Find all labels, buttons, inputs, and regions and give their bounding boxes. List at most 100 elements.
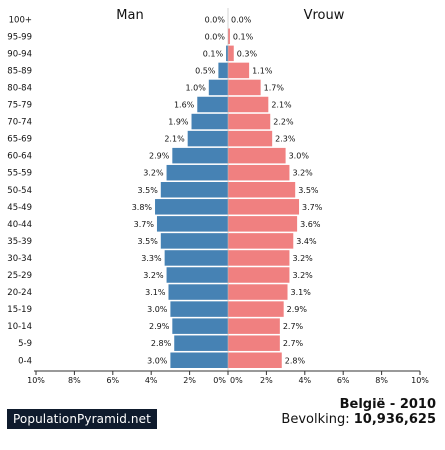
value-label-vrouw: 0.0% xyxy=(231,15,252,24)
population-pyramid-chart: Man Vrouw 0-4 3.0% 2.8% 5-9 2.8% 2.7% 10-14 2.9% 2… xyxy=(7,8,429,385)
bar-vrouw-20-24 xyxy=(228,284,288,300)
bar-man-85-89 xyxy=(218,62,228,79)
bar-man-20-24 xyxy=(168,284,228,300)
bar-man-5-9 xyxy=(174,335,228,351)
age-label: 100+ xyxy=(9,15,32,25)
age-label: 85-89 xyxy=(7,66,32,76)
value-label-man: 0.1% xyxy=(203,49,224,58)
age-label: 25-29 xyxy=(7,271,32,281)
bar-man-15-19 xyxy=(170,301,228,317)
x-tick-label: 0% xyxy=(213,376,226,385)
value-label-vrouw: 0.3% xyxy=(237,49,258,58)
x-tick-label: 2% xyxy=(260,376,273,385)
x-tick-label: 10% xyxy=(27,376,45,385)
value-label-man: 3.3% xyxy=(141,254,162,263)
bar-vrouw-50-54 xyxy=(228,182,296,198)
age-label: 15-19 xyxy=(7,305,32,315)
value-label-vrouw: 0.1% xyxy=(233,32,254,41)
age-label: 95-99 xyxy=(7,32,32,42)
value-label-vrouw: 3.6% xyxy=(300,220,321,229)
bar-man-45-49 xyxy=(155,199,228,215)
value-label-man: 1.6% xyxy=(174,101,195,110)
value-label-vrouw: 1.1% xyxy=(252,66,273,75)
value-label-man: 3.2% xyxy=(143,169,164,178)
bar-vrouw-75-79 xyxy=(228,96,269,113)
bar-vrouw-25-29 xyxy=(228,267,290,283)
bar-man-0-4 xyxy=(170,352,228,368)
value-label-vrouw: 3.2% xyxy=(292,169,313,178)
value-label-vrouw: 3.2% xyxy=(292,254,313,263)
age-label: 40-44 xyxy=(7,220,32,230)
value-label-man: 3.8% xyxy=(132,203,153,212)
age-label: 5-9 xyxy=(18,339,32,349)
bar-vrouw-0-4 xyxy=(228,352,282,368)
brand-badge[interactable]: PopulationPyramid.net xyxy=(7,409,157,429)
x-tick-label: 4% xyxy=(145,376,158,385)
bar-man-75-79 xyxy=(197,96,228,113)
x-tick-label: 0% xyxy=(230,376,243,385)
age-label: 0-4 xyxy=(18,356,32,366)
value-label-man: 2.1% xyxy=(164,135,185,144)
x-tick-label: 4% xyxy=(298,376,311,385)
value-label-vrouw: 2.3% xyxy=(275,135,296,144)
country-year-title: België - 2010 xyxy=(339,397,436,412)
bar-man-40-44 xyxy=(156,216,228,232)
age-label: 75-79 xyxy=(7,101,32,111)
bar-vrouw-80-84 xyxy=(228,79,261,96)
bar-vrouw-15-19 xyxy=(228,301,284,317)
value-label-vrouw: 2.1% xyxy=(271,101,292,110)
value-label-man: 3.1% xyxy=(145,288,166,297)
value-label-man: 3.5% xyxy=(137,186,158,195)
value-label-vrouw: 3.2% xyxy=(292,271,313,280)
value-label-vrouw: 2.7% xyxy=(283,339,304,348)
age-label: 65-69 xyxy=(7,135,32,145)
value-label-man: 1.0% xyxy=(185,83,206,92)
age-label: 45-49 xyxy=(7,203,32,213)
value-label-man: 2.8% xyxy=(151,339,172,348)
value-label-vrouw: 2.9% xyxy=(287,305,308,314)
bar-vrouw-65-69 xyxy=(228,130,273,147)
value-label-man: 0.5% xyxy=(195,66,216,75)
population-value: 10,936,625 xyxy=(353,412,436,427)
x-tick-label: 8% xyxy=(375,376,388,385)
value-label-man: 3.0% xyxy=(147,305,168,314)
bar-man-60-64 xyxy=(172,147,228,164)
population-total: Bevolking: 10,936,625 xyxy=(281,412,436,427)
value-label-man: 3.0% xyxy=(147,356,168,365)
bar-man-10-14 xyxy=(172,318,228,334)
age-label: 35-39 xyxy=(7,237,32,247)
bar-vrouw-30-34 xyxy=(228,250,290,266)
x-tick-label: 8% xyxy=(68,376,81,385)
vrouw-header: Vrouw xyxy=(304,8,345,23)
x-tick-label: 6% xyxy=(106,376,119,385)
age-label: 55-59 xyxy=(7,169,32,179)
value-label-vrouw: 2.8% xyxy=(285,356,306,365)
value-label-vrouw: 2.7% xyxy=(283,322,304,331)
value-label-man: 3.5% xyxy=(137,237,158,246)
value-label-vrouw: 3.5% xyxy=(298,186,319,195)
age-label: 70-74 xyxy=(7,118,32,128)
value-label-man: 1.9% xyxy=(168,118,189,127)
bar-vrouw-45-49 xyxy=(228,199,300,215)
age-label: 20-24 xyxy=(7,288,32,298)
bar-vrouw-10-14 xyxy=(228,318,280,334)
age-label: 10-14 xyxy=(7,322,32,332)
bar-vrouw-35-39 xyxy=(228,233,294,249)
bar-vrouw-85-89 xyxy=(228,62,250,79)
bar-man-70-74 xyxy=(191,113,228,130)
bar-man-35-39 xyxy=(160,233,228,249)
x-tick-label: 10% xyxy=(411,376,429,385)
age-label: 50-54 xyxy=(7,186,32,196)
man-header: Man xyxy=(116,8,143,23)
value-label-vrouw: 3.4% xyxy=(296,237,317,246)
bar-man-50-54 xyxy=(160,182,228,198)
bar-vrouw-55-59 xyxy=(228,164,290,181)
bar-man-55-59 xyxy=(166,164,228,181)
age-label: 80-84 xyxy=(7,83,32,93)
x-tick-label: 6% xyxy=(337,376,350,385)
bar-vrouw-40-44 xyxy=(228,216,298,232)
bar-vrouw-95-99 xyxy=(228,28,230,45)
age-label: 30-34 xyxy=(7,254,32,264)
value-label-man: 3.7% xyxy=(134,220,155,229)
value-label-vrouw: 3.1% xyxy=(291,288,312,297)
